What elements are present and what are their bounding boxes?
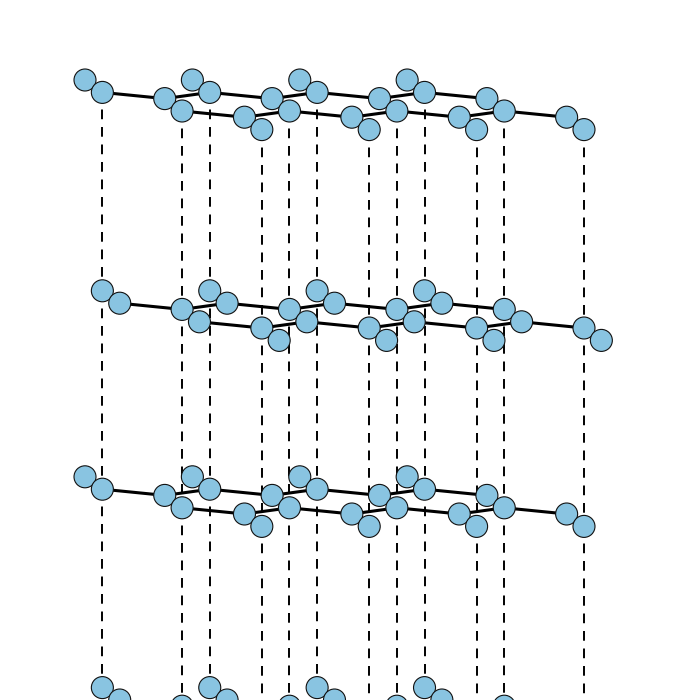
Circle shape <box>590 330 612 351</box>
Circle shape <box>251 515 273 538</box>
Circle shape <box>216 292 238 314</box>
Circle shape <box>171 497 193 519</box>
Circle shape <box>199 81 220 104</box>
Circle shape <box>279 298 300 321</box>
Circle shape <box>234 503 256 525</box>
Circle shape <box>386 100 408 122</box>
Circle shape <box>216 689 238 700</box>
Circle shape <box>483 330 505 351</box>
Circle shape <box>466 118 488 141</box>
Circle shape <box>368 484 391 506</box>
Circle shape <box>188 311 211 332</box>
Circle shape <box>171 100 193 122</box>
Circle shape <box>573 317 595 339</box>
Circle shape <box>573 515 595 538</box>
Circle shape <box>199 677 220 699</box>
Circle shape <box>251 317 273 339</box>
Circle shape <box>296 311 318 332</box>
Circle shape <box>510 311 533 332</box>
Circle shape <box>476 88 498 110</box>
Circle shape <box>199 478 220 500</box>
Circle shape <box>494 497 515 519</box>
Circle shape <box>234 106 256 128</box>
Circle shape <box>74 466 96 488</box>
Circle shape <box>181 466 204 488</box>
Circle shape <box>279 695 300 700</box>
Circle shape <box>108 292 131 314</box>
Circle shape <box>268 330 290 351</box>
Circle shape <box>403 311 425 332</box>
Circle shape <box>181 69 204 91</box>
Circle shape <box>386 695 408 700</box>
Circle shape <box>171 695 193 700</box>
Circle shape <box>323 292 346 314</box>
Circle shape <box>556 106 578 128</box>
Circle shape <box>341 503 363 525</box>
Circle shape <box>414 677 435 699</box>
Circle shape <box>494 298 515 321</box>
Circle shape <box>199 280 220 302</box>
Circle shape <box>494 100 515 122</box>
Circle shape <box>358 317 380 339</box>
Circle shape <box>431 292 453 314</box>
Circle shape <box>466 317 488 339</box>
Circle shape <box>92 478 113 500</box>
Circle shape <box>154 88 176 110</box>
Circle shape <box>396 466 418 488</box>
Circle shape <box>341 106 363 128</box>
Circle shape <box>261 484 283 506</box>
Circle shape <box>92 677 113 699</box>
Circle shape <box>261 88 283 110</box>
Circle shape <box>466 515 488 538</box>
Circle shape <box>154 484 176 506</box>
Circle shape <box>476 484 498 506</box>
Circle shape <box>448 106 470 128</box>
Circle shape <box>358 515 380 538</box>
Circle shape <box>376 330 398 351</box>
Circle shape <box>251 118 273 141</box>
Circle shape <box>386 497 408 519</box>
Circle shape <box>414 478 435 500</box>
Circle shape <box>414 280 435 302</box>
Circle shape <box>289 69 311 91</box>
Circle shape <box>448 503 470 525</box>
Circle shape <box>323 689 346 700</box>
Circle shape <box>494 695 515 700</box>
Circle shape <box>171 298 193 321</box>
Circle shape <box>414 81 435 104</box>
Circle shape <box>279 100 300 122</box>
Circle shape <box>431 689 453 700</box>
Circle shape <box>279 497 300 519</box>
Circle shape <box>306 280 328 302</box>
Circle shape <box>368 88 391 110</box>
Circle shape <box>556 503 578 525</box>
Circle shape <box>358 118 380 141</box>
Circle shape <box>386 298 408 321</box>
Circle shape <box>74 69 96 91</box>
Circle shape <box>573 118 595 141</box>
Circle shape <box>108 689 131 700</box>
Circle shape <box>306 478 328 500</box>
Circle shape <box>289 466 311 488</box>
Circle shape <box>396 69 418 91</box>
Circle shape <box>306 81 328 104</box>
Circle shape <box>306 677 328 699</box>
Circle shape <box>92 280 113 302</box>
Circle shape <box>92 81 113 104</box>
